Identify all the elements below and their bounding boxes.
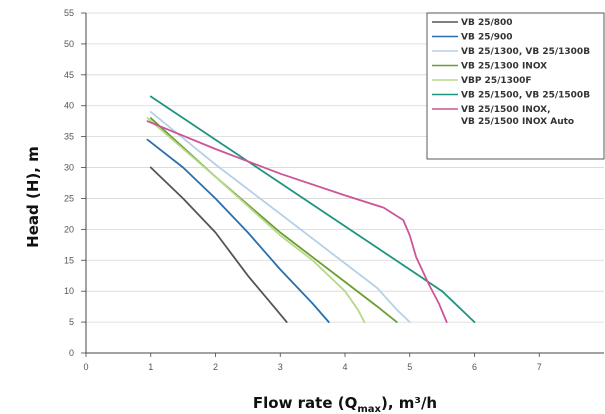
- y-tick-label-35: 35: [64, 132, 74, 142]
- legend-label-4: VB 25/1300 INOX: [461, 62, 547, 72]
- x-axis-title: Flow rate (Qmax), m³/h: [253, 394, 437, 414]
- x-tick-label-4: 4: [342, 362, 347, 372]
- series-lines: [146, 95, 476, 323]
- series-line-5: [146, 117, 366, 323]
- y-tick-label-0: 0: [69, 348, 74, 358]
- axes: [81, 12, 604, 357]
- series-line-6: [149, 95, 476, 323]
- series-line-2: [146, 138, 330, 323]
- x-axis-title-main: Flow rate (Q: [253, 394, 357, 412]
- y-tick-label-25: 25: [64, 193, 74, 203]
- series-line-7: [146, 120, 448, 323]
- x-tick-labels: 0 1 2 3 4 5 6 7: [83, 362, 541, 372]
- y-tick-label-20: 20: [64, 224, 74, 234]
- x-tick-label-3: 3: [278, 362, 283, 372]
- legend-box: [426, 12, 605, 160]
- series-line-3: [149, 111, 411, 323]
- y-tick-label-5: 5: [69, 317, 74, 327]
- x-axis-title-suffix: ), m³/h: [381, 394, 437, 412]
- y-tick-label-30: 30: [64, 163, 74, 173]
- y-tick-label-45: 45: [64, 70, 74, 80]
- legend-label-6: VB 25/1500, VB 25/1500B: [461, 91, 590, 101]
- legend-label-5: VBP 25/1300F: [461, 76, 532, 86]
- legend: VB 25/800 VB 25/900 VB 25/1300, VB 25/1300…: [426, 12, 605, 160]
- x-tick-label-5: 5: [407, 362, 412, 372]
- y-tick-labels: 0 5 10 15 20 25 30 35 40 45 50 55: [64, 8, 74, 358]
- legend-label-2: VB 25/900: [461, 33, 513, 43]
- y-tick-label-40: 40: [64, 101, 74, 111]
- legend-label-1: VB 25/800: [461, 18, 513, 28]
- x-tick-label-7: 7: [537, 362, 542, 372]
- legend-label-7-line2: VB 25/1500 INOX Auto: [461, 117, 574, 127]
- y-tick-label-15: 15: [64, 255, 74, 265]
- y-tick-label-55: 55: [64, 8, 74, 18]
- y-tick-label-50: 50: [64, 39, 74, 49]
- x-tick-label-2: 2: [213, 362, 218, 372]
- legend-label-3: VB 25/1300, VB 25/1300B: [461, 47, 590, 57]
- legend-label-7: VB 25/1500 INOX,: [461, 105, 551, 115]
- x-axis-title-subscript: max: [357, 404, 381, 414]
- y-tick-label-10: 10: [64, 286, 74, 296]
- series-line-1: [149, 166, 288, 323]
- x-tick-label-1: 1: [148, 362, 153, 372]
- y-axis-title: Head (H), m: [24, 146, 42, 248]
- x-tick-label-0: 0: [83, 362, 88, 372]
- x-tick-label-6: 6: [472, 362, 477, 372]
